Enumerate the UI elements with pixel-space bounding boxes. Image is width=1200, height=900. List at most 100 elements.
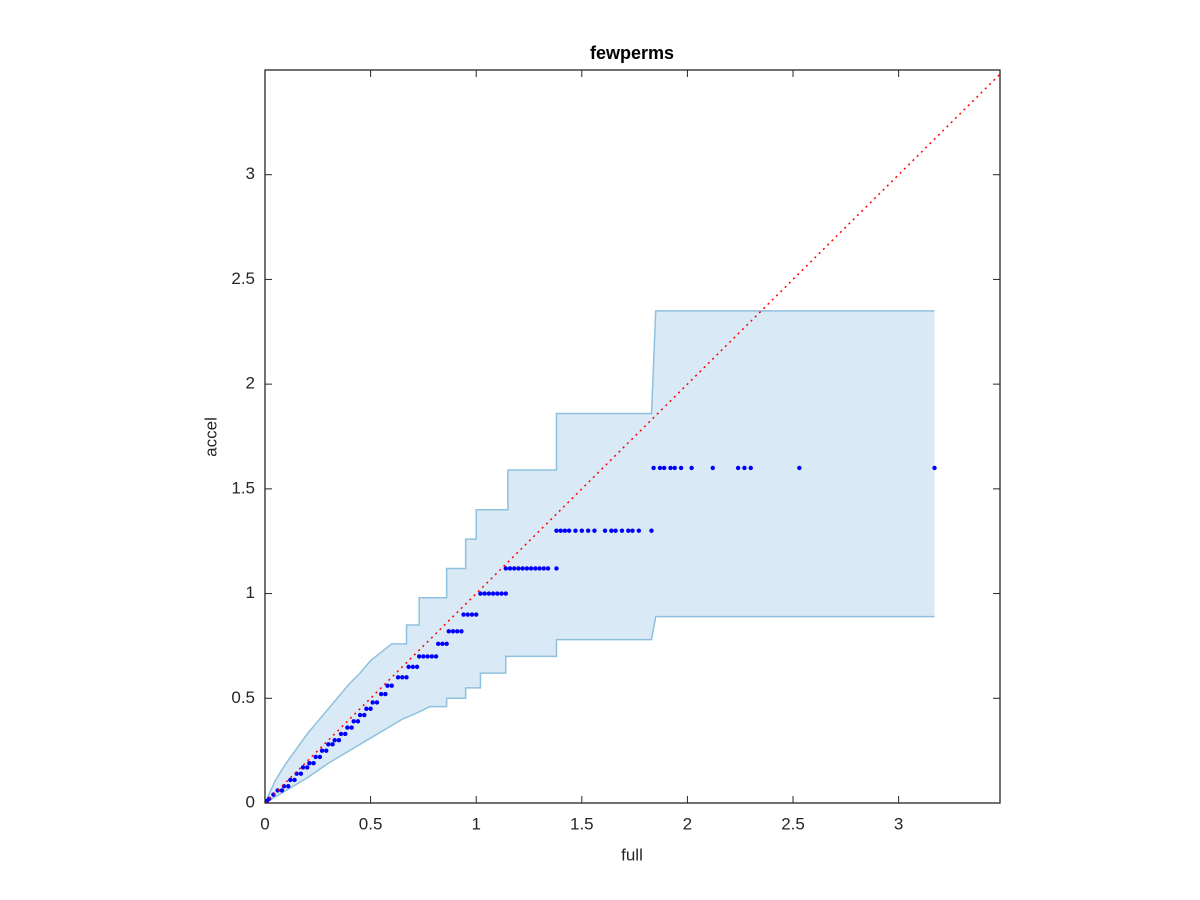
y-tick-label: 0.5	[231, 688, 255, 707]
point	[932, 465, 937, 471]
point	[298, 771, 304, 776]
point	[649, 528, 654, 533]
point	[478, 591, 483, 596]
point	[516, 566, 521, 571]
y-tick-label: 1	[246, 583, 255, 602]
point	[566, 528, 572, 533]
point	[313, 754, 318, 760]
point	[288, 777, 293, 783]
point	[672, 465, 677, 471]
point	[454, 629, 460, 634]
point	[554, 566, 559, 571]
point	[425, 654, 430, 659]
point	[797, 465, 802, 471]
point	[573, 528, 578, 533]
point	[657, 465, 663, 471]
point	[579, 528, 585, 533]
point	[524, 566, 530, 571]
point	[554, 528, 559, 533]
point	[503, 566, 508, 571]
point	[735, 465, 741, 471]
point	[512, 566, 517, 571]
point	[459, 629, 464, 634]
point	[465, 612, 470, 617]
point	[433, 654, 439, 659]
x-tick-label: 2	[683, 814, 692, 833]
point	[319, 748, 325, 753]
confidence-band	[265, 310, 935, 803]
y-tick-label: 0	[246, 792, 255, 811]
point	[326, 742, 331, 747]
x-tick-label: 0	[260, 814, 269, 833]
point	[362, 712, 367, 718]
x-tick-label: 1	[471, 814, 480, 833]
point	[370, 700, 375, 705]
point	[275, 788, 280, 793]
point	[385, 683, 390, 688]
point	[416, 654, 422, 659]
point	[678, 465, 684, 471]
point	[499, 591, 504, 596]
point	[435, 641, 441, 647]
point	[626, 528, 631, 533]
point	[279, 788, 285, 793]
point	[558, 528, 563, 533]
point	[562, 528, 568, 533]
point	[343, 731, 348, 737]
point	[307, 761, 312, 766]
x-tick-label: 2.5	[781, 814, 805, 833]
point	[486, 591, 492, 596]
point	[619, 528, 625, 533]
y-axis-label: accel	[201, 417, 220, 457]
point	[503, 591, 508, 596]
point	[440, 641, 445, 647]
plot-box	[264, 69, 1001, 804]
y-tick-label: 2	[246, 374, 255, 393]
point	[537, 566, 542, 571]
point	[613, 528, 618, 533]
chart-title: fewperms	[590, 43, 674, 63]
point	[710, 465, 715, 471]
point	[364, 706, 369, 711]
point	[461, 612, 466, 617]
point	[400, 675, 405, 680]
band-lower-line	[264, 615, 935, 804]
point	[389, 683, 394, 688]
point	[414, 664, 420, 670]
point	[689, 465, 694, 471]
point	[450, 629, 456, 634]
point	[585, 528, 591, 533]
x-tick-label: 0.5	[359, 814, 383, 833]
band-upper-line	[264, 310, 935, 804]
point	[286, 784, 291, 789]
point	[351, 719, 356, 724]
x-tick-label: 3	[894, 814, 903, 833]
point	[636, 528, 642, 533]
point	[533, 566, 538, 571]
point	[421, 654, 426, 659]
point	[305, 765, 310, 770]
point	[429, 654, 435, 659]
y-tick-label: 3	[246, 164, 255, 183]
point	[490, 591, 496, 596]
x-axis-label: full	[621, 845, 643, 864]
point	[742, 465, 747, 471]
point	[395, 675, 401, 680]
point	[668, 465, 673, 471]
point	[661, 465, 667, 471]
point	[495, 591, 500, 596]
point	[507, 566, 513, 571]
y-tick-label: 1.5	[231, 478, 255, 497]
point	[300, 765, 306, 770]
reference-line	[265, 73, 1000, 803]
point	[355, 719, 361, 724]
point	[336, 737, 342, 743]
point	[338, 731, 344, 737]
point	[311, 761, 316, 766]
point	[383, 691, 388, 697]
point	[520, 566, 525, 571]
point	[748, 465, 753, 471]
point	[330, 742, 335, 747]
